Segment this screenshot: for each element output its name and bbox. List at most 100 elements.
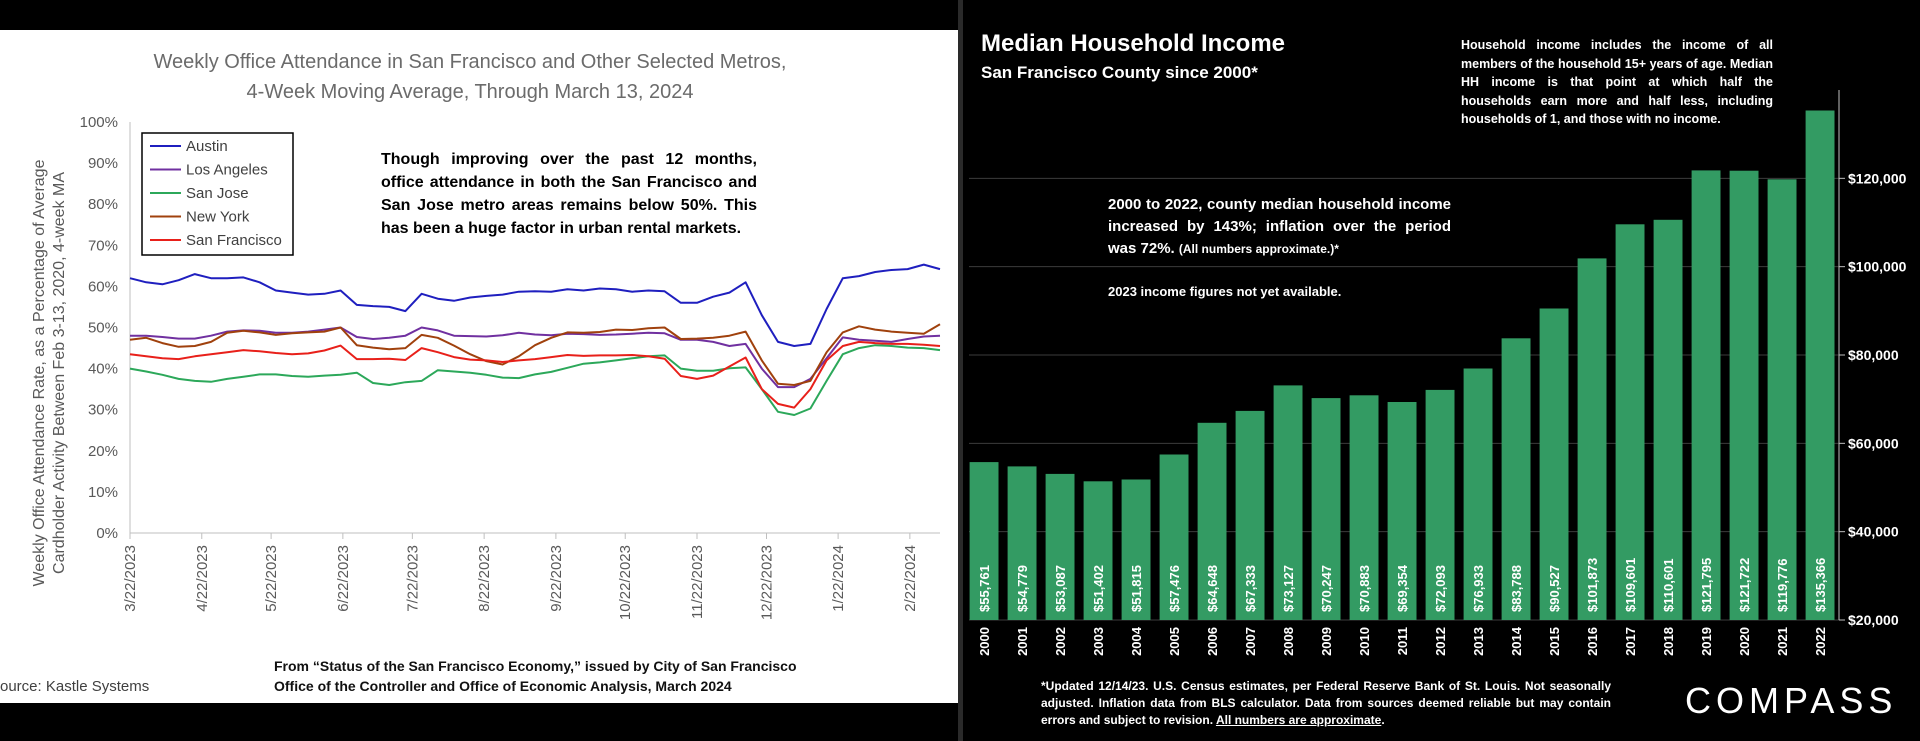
left-footer-line1: From “Status of the San Francisco Econom… [274,658,797,674]
left-x-tick-label: 12/22/2023 [758,545,775,620]
left-chart-title-line2: 4-Week Moving Average, Through March 13,… [247,81,694,103]
income-y-tick-label: $60,000 [1848,435,1899,451]
income-year-label: 2017 [1623,627,1638,656]
income-bar [1045,473,1075,620]
left-x-tick-label: 9/22/2023 [548,545,565,612]
approximate-link-text: All numbers are approximate [1215,713,1382,727]
left-x-tick-label: 4/22/2023 [194,545,211,612]
income-y-tick-label: $40,000 [1848,524,1899,540]
left-x-tick-label: 1/22/2024 [830,545,847,612]
income-bar-value-label: $90,527 [1547,565,1562,612]
footnote-end: . [1381,713,1385,727]
income-bar [1311,398,1341,620]
office-attendance-note: Though improving over the past 12 months… [381,151,757,237]
income-bar-value-label: $57,476 [1167,565,1182,612]
income-bar [1387,402,1417,620]
income-bar [1349,395,1379,620]
left-y-tick-label: 90% [88,155,118,172]
income-year-label: 2012 [1433,627,1448,656]
income-year-label: 2022 [1813,627,1828,656]
left-x-tick-label: 10/22/2023 [617,545,634,620]
income-bar-value-label: $70,247 [1319,565,1334,612]
left-x-tick-label: 3/22/2023 [122,545,139,612]
left-y-tick-label: 0% [96,525,118,542]
series-line-austin [129,263,941,347]
left-y-axis-label-line1: Weekly Office Attendance Rate, as a Perc… [31,159,48,586]
income-bar [1159,454,1189,620]
income-bar-value-label: $51,402 [1091,565,1106,612]
legend-label: Los Angeles [186,162,268,179]
income-bar [969,462,999,620]
income-bar-value-label: $69,354 [1395,564,1410,612]
income-bar [1805,110,1835,620]
left-y-axis-label-line2: Cardholder Activity Between Feb 3-13, 20… [51,172,68,574]
legend-label: San Jose [186,185,249,202]
left-y-tick-label: 80% [88,196,118,213]
income-year-label: 2000 [977,627,992,656]
left-x-tick-label: 5/22/2023 [263,545,280,612]
income-year-label: 2011 [1395,627,1410,655]
left-y-tick-label: 70% [88,237,118,254]
series-line-san-francisco [129,340,941,409]
income-year-label: 2003 [1091,627,1106,656]
income-year-label: 2021 [1775,627,1790,656]
office-attendance-chart: Weekly Office Attendance in San Francisc… [31,51,941,620]
left-footer-line2: Office of the Controller and Office of E… [274,678,732,694]
income-year-label: 2001 [1015,627,1030,656]
income-bar-value-label: $72,093 [1433,565,1448,612]
income-bar [1653,219,1683,621]
income-bar-value-label: $67,333 [1243,565,1258,612]
income-year-label: 2014 [1509,626,1524,656]
income-bar [1729,170,1759,620]
left-y-tick-label: 20% [88,443,118,460]
income-bar-value-label: $110,601 [1661,558,1676,612]
income-bar [1425,389,1455,620]
income-bar-value-label: $119,776 [1775,558,1790,612]
household-income-definition: Household income includes the income of … [1461,38,1773,126]
income-bar [1273,385,1303,620]
left-y-tick-label: 30% [88,402,118,419]
left-x-tick-label: 6/22/2023 [335,545,352,612]
source-label: ource: Kastle Systems [0,678,150,695]
income-bar [1615,224,1645,621]
income-bar-value-label: $121,795 [1699,558,1714,612]
series-line-los-angeles [130,326,941,389]
income-2023-note: 2023 income figures not yet available. [1108,284,1342,299]
footnote-text: *Updated 12/14/23. U.S. Census estimates… [1041,679,1611,727]
left-y-tick-label: 100% [80,114,118,131]
income-y-tick-label: $80,000 [1848,347,1899,363]
income-bar [1501,338,1531,620]
income-year-label: 2015 [1547,627,1562,656]
income-growth-note: 2000 to 2022, county median household in… [1108,194,1451,260]
income-chart-subtitle: San Francisco County since 2000* [981,63,1258,82]
income-bar [1121,479,1151,620]
income-bar [1007,466,1037,620]
income-bar [1577,258,1607,620]
series-line-san-jose [129,344,941,416]
income-bar [1767,179,1797,621]
income-year-label: 2010 [1357,627,1372,656]
income-bar [1539,308,1569,620]
income-year-label: 2013 [1471,627,1486,656]
income-bar [1691,170,1721,620]
income-y-tick-label: $100,000 [1848,259,1907,275]
income-bar-value-label: $73,127 [1281,565,1296,612]
income-bar-value-label: $55,761 [977,565,992,612]
income-bar-value-label: $135,366 [1813,558,1828,612]
left-x-tick-label: 2/22/2024 [902,545,919,612]
income-year-label: 2018 [1661,627,1676,656]
left-x-tick-label: 11/22/2023 [689,545,706,619]
income-bar [1235,410,1265,620]
income-bar-value-label: $76,933 [1471,565,1486,612]
income-year-label: 2019 [1699,627,1714,656]
income-bar-value-label: $109,601 [1623,558,1638,612]
income-bar-value-label: $83,788 [1509,565,1524,612]
income-bar-value-label: $101,873 [1585,558,1600,612]
income-year-label: 2002 [1053,627,1068,656]
series-line-new-york [129,323,941,386]
income-y-tick-label: $20,000 [1848,612,1899,628]
income-bar-value-label: $53,087 [1053,565,1068,612]
office-attendance-panel: Weekly Office Attendance in San Francisc… [0,30,958,703]
median-income-chart: $55,761 $54,779 $53,087 $51,402 $51,815 $57,4… [969,90,1907,656]
income-year-label: 2006 [1205,627,1220,656]
